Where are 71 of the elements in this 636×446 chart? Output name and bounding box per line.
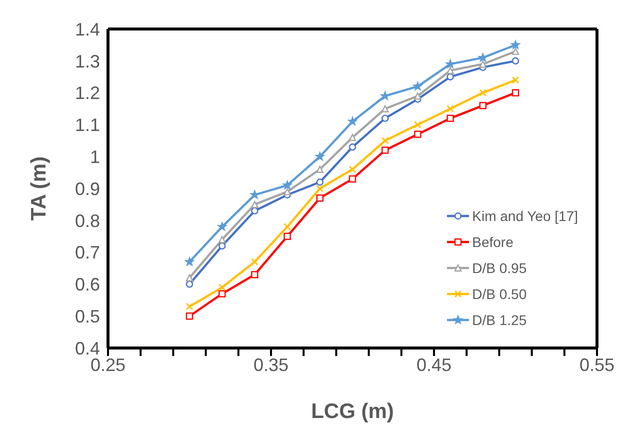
point [184,256,194,266]
point [348,143,356,151]
point [348,175,356,183]
point [217,222,227,231]
point [381,136,389,144]
legend-label: D/B 0.95 [472,260,527,276]
y-tick-label: 1.2 [74,83,100,104]
x-tick-label: 0.55 [579,354,615,375]
point [186,280,194,288]
point [414,130,422,138]
point [382,114,389,122]
point [478,52,488,62]
point [348,134,356,142]
point [316,166,324,173]
point [512,48,520,55]
point [446,114,454,122]
point [284,188,291,196]
point [380,91,390,100]
y-tick-label: 0.6 [74,274,100,295]
y-tick-label: 1 [90,146,100,167]
point [316,178,324,186]
point [446,59,455,68]
legend-label: D/B 1.25 [472,312,527,328]
point [512,89,520,96]
point [348,166,356,174]
point [251,258,258,266]
y-tick-label: 0.5 [74,306,100,326]
point [218,242,226,250]
point [414,121,422,128]
point [284,223,291,230]
y-tick-label: 0.8 [74,210,100,231]
point [315,152,325,161]
point [316,194,324,202]
y-tick-label: 1.3 [74,51,100,72]
point [186,274,194,282]
point [413,82,422,90]
point [316,184,324,192]
point [251,271,258,278]
y-tick-label: 1.1 [74,115,100,136]
legend-label: D/B 0.50 [472,286,527,302]
point [186,302,194,310]
point [510,40,520,49]
y-tick-label: 0.7 [74,242,100,263]
point [479,60,486,68]
point [382,105,389,112]
legend-label: Kim and Yeo [17] [472,208,578,224]
point [282,180,292,190]
point [218,236,226,244]
point [479,102,486,110]
point [512,76,520,84]
point [218,290,226,298]
x-tick-label: 0.45 [416,354,452,375]
point [284,232,291,240]
point [414,92,422,100]
point [446,66,454,74]
y-axis-title: TA (m) [27,156,50,221]
point [251,200,258,208]
y-tick-label: 1.4 [74,19,100,40]
y-tick-label: 0.9 [74,178,100,199]
point [251,207,258,214]
point [512,57,520,64]
point [348,116,358,126]
point [218,284,226,292]
x-tick-label: 0.35 [253,354,289,375]
point [446,105,454,112]
x-axis-title: LCG (m) [311,400,394,423]
point [479,89,487,96]
legend-label: Before [472,234,514,250]
point [186,312,194,320]
point [446,73,454,80]
point [382,146,389,154]
